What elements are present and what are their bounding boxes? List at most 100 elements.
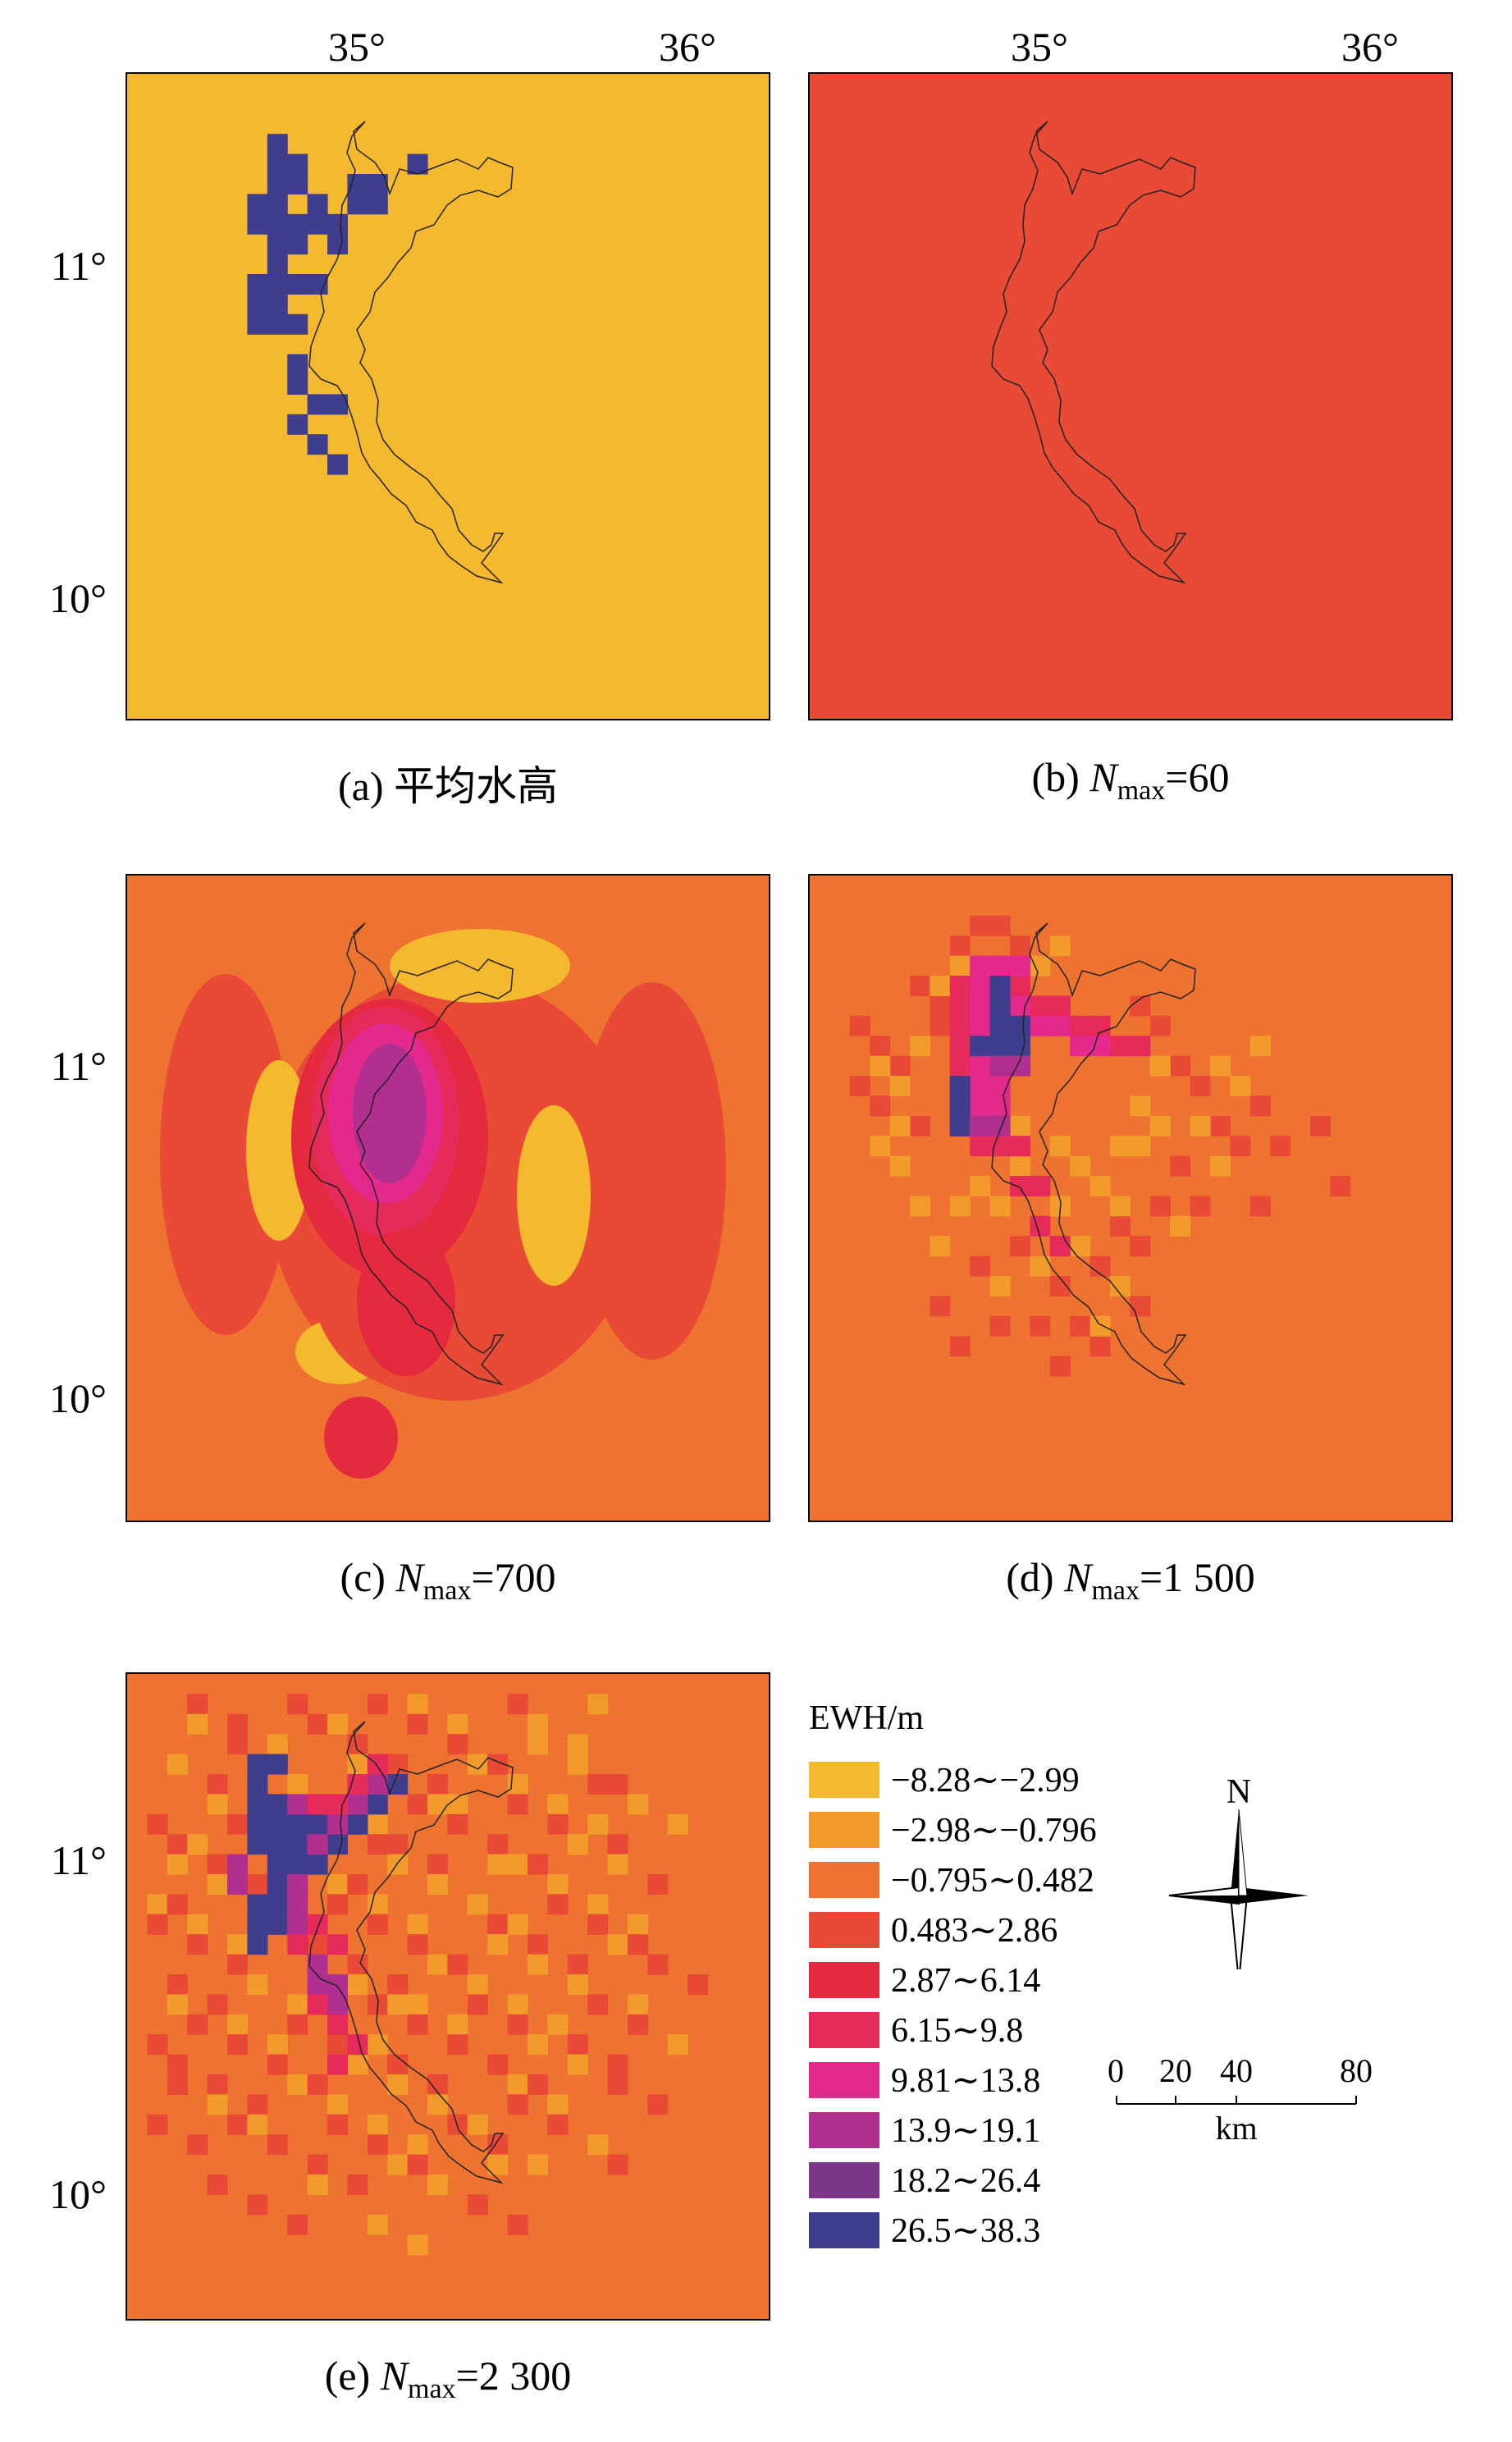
legend-swatch bbox=[809, 1861, 879, 1898]
ewh-grid-cell bbox=[347, 1954, 368, 1975]
ewh-grid-cell bbox=[227, 2114, 248, 2135]
ewh-grid-cell bbox=[387, 1994, 409, 2015]
north-arrow-icon: N bbox=[1165, 1772, 1313, 1969]
ewh-grid-cell bbox=[207, 1994, 228, 2015]
ewh-grid-cell bbox=[347, 1813, 368, 1835]
ewh-grid-cell bbox=[227, 2034, 248, 2056]
ewh-grid-cell bbox=[327, 1894, 348, 1915]
ewh-grid-cell bbox=[1170, 1155, 1191, 1177]
ewh-grid-cell bbox=[167, 1834, 188, 1855]
ewh-grid-cell bbox=[547, 1794, 569, 1815]
ewh-grid-cell bbox=[327, 454, 348, 475]
ewh-grid-cell bbox=[287, 1894, 308, 1915]
ewh-grid-cell bbox=[227, 1954, 248, 1975]
ewh-grid-cell bbox=[1030, 1215, 1051, 1237]
ewh-grid-cell bbox=[287, 1794, 308, 1815]
ewh-grid-cell bbox=[467, 1894, 488, 1915]
ewh-grid-cell bbox=[367, 1754, 388, 1775]
ewh-grid-cell bbox=[1149, 1055, 1171, 1077]
legend-label: 2.87∼6.14 bbox=[891, 1961, 1041, 2000]
ewh-grid-cell bbox=[1230, 1136, 1251, 1157]
ewh-grid-cell bbox=[989, 955, 1011, 976]
ewh-grid-cell bbox=[227, 1713, 248, 1735]
ewh-grid-cell bbox=[1130, 1136, 1151, 1157]
ewh-grid-cell bbox=[267, 1874, 288, 1895]
ewh-grid-cell bbox=[949, 1115, 971, 1136]
ewh-grid-cell bbox=[970, 1055, 991, 1077]
scale-tick-80: 80 bbox=[1340, 2052, 1373, 2089]
ewh-grid-cell bbox=[267, 1794, 288, 1815]
ewh-grid-cell bbox=[287, 1813, 308, 1835]
ewh-grid-cell bbox=[870, 1036, 891, 1057]
ewh-grid-cell bbox=[949, 935, 971, 957]
ewh-anomaly-zone bbox=[353, 1044, 427, 1183]
ewh-grid-cell bbox=[247, 2114, 268, 2135]
ewh-grid-cell bbox=[647, 1954, 669, 1975]
ewh-grid-cell bbox=[567, 1734, 588, 1755]
ewh-grid-cell bbox=[267, 2034, 288, 2056]
ewh-grid-cell bbox=[989, 1115, 1011, 1136]
ewh-grid-cell bbox=[1049, 1015, 1071, 1036]
reservoir-outline bbox=[991, 121, 1196, 584]
ewh-grid-cell bbox=[930, 1015, 951, 1036]
ewh-grid-cell bbox=[587, 1813, 609, 1835]
ewh-grid-cell bbox=[889, 1155, 911, 1177]
ewh-grid-cell bbox=[267, 1834, 288, 1855]
caption-b: (b) Nmax=60 bbox=[1031, 754, 1230, 806]
ewh-grid-cell bbox=[407, 1994, 428, 2015]
caption-e: (e) Nmax=2 300 bbox=[324, 2353, 572, 2404]
ewh-grid-cell bbox=[528, 1713, 548, 1735]
ewh-grid-cell bbox=[287, 313, 308, 335]
legend-swatch bbox=[809, 2061, 879, 2098]
ewh-grid-cell bbox=[387, 1754, 409, 1775]
ewh-grid-cell bbox=[567, 1754, 588, 1775]
ewh-grid-cell bbox=[970, 1176, 991, 1196]
ewh-grid-cell bbox=[889, 1115, 911, 1136]
ewh-grid-cell bbox=[287, 1774, 308, 1795]
ewh-grid-cell bbox=[207, 2174, 228, 2195]
ewh-grid-cell bbox=[407, 2014, 428, 2035]
ewh-grid-cell bbox=[949, 1076, 971, 1096]
ewh-grid-cell bbox=[427, 2094, 448, 2115]
ewh-grid-cell bbox=[247, 194, 268, 215]
legend-item: 18.2∼26.4 bbox=[809, 2155, 1153, 2205]
ewh-grid-cell bbox=[307, 1813, 328, 1835]
ewh-grid-cell bbox=[287, 1854, 308, 1875]
ewh-grid-cell bbox=[227, 1813, 248, 1835]
legend-item: 6.15∼9.8 bbox=[809, 2005, 1153, 2055]
ewh-grid-cell bbox=[247, 313, 268, 335]
ewh-grid-cell bbox=[889, 1055, 911, 1077]
ewh-grid-cell bbox=[949, 1055, 971, 1077]
ewh-grid-cell bbox=[507, 1994, 528, 2015]
ewh-grid-cell bbox=[1110, 1136, 1131, 1157]
ewh-grid-cell bbox=[207, 1774, 228, 1795]
ewh-anomaly-zone bbox=[390, 929, 570, 1003]
ewh-grid-cell bbox=[267, 294, 288, 315]
ewh-grid-cell bbox=[1010, 995, 1030, 1017]
ewh-grid-cell bbox=[628, 1994, 648, 2015]
map-panel-a bbox=[126, 72, 770, 720]
ewh-grid-cell bbox=[949, 1336, 971, 1357]
ewh-grid-cell bbox=[267, 194, 288, 215]
legend-label: −8.28∼−2.99 bbox=[891, 1761, 1080, 1799]
ewh-grid-cell bbox=[407, 1694, 428, 1715]
scale-tick-20: 20 bbox=[1159, 2052, 1192, 2089]
ewh-grid-cell bbox=[930, 1236, 951, 1257]
ewh-grid-cell bbox=[327, 213, 348, 235]
ewh-grid-cell bbox=[247, 1914, 268, 1935]
ewh-grid-cell bbox=[267, 1734, 288, 1755]
ewh-grid-cell bbox=[287, 213, 308, 235]
ewh-grid-cell bbox=[587, 1774, 609, 1795]
ewh-grid-cell bbox=[367, 194, 388, 215]
ewh-grid-cell bbox=[647, 1874, 669, 1895]
ewh-grid-cell bbox=[407, 1914, 428, 1935]
ewh-grid-cell bbox=[287, 1834, 308, 1855]
legend-label: −2.98∼−0.796 bbox=[891, 1811, 1097, 1850]
ewh-grid-cell bbox=[187, 2134, 208, 2156]
ewh-grid-cell bbox=[528, 1934, 548, 1955]
ewh-grid-cell bbox=[949, 955, 971, 976]
ewh-grid-cell bbox=[227, 2014, 248, 2035]
scale-tick-40: 40 bbox=[1220, 2052, 1253, 2089]
map-background bbox=[810, 74, 1451, 719]
ewh-grid-cell bbox=[327, 1713, 348, 1735]
